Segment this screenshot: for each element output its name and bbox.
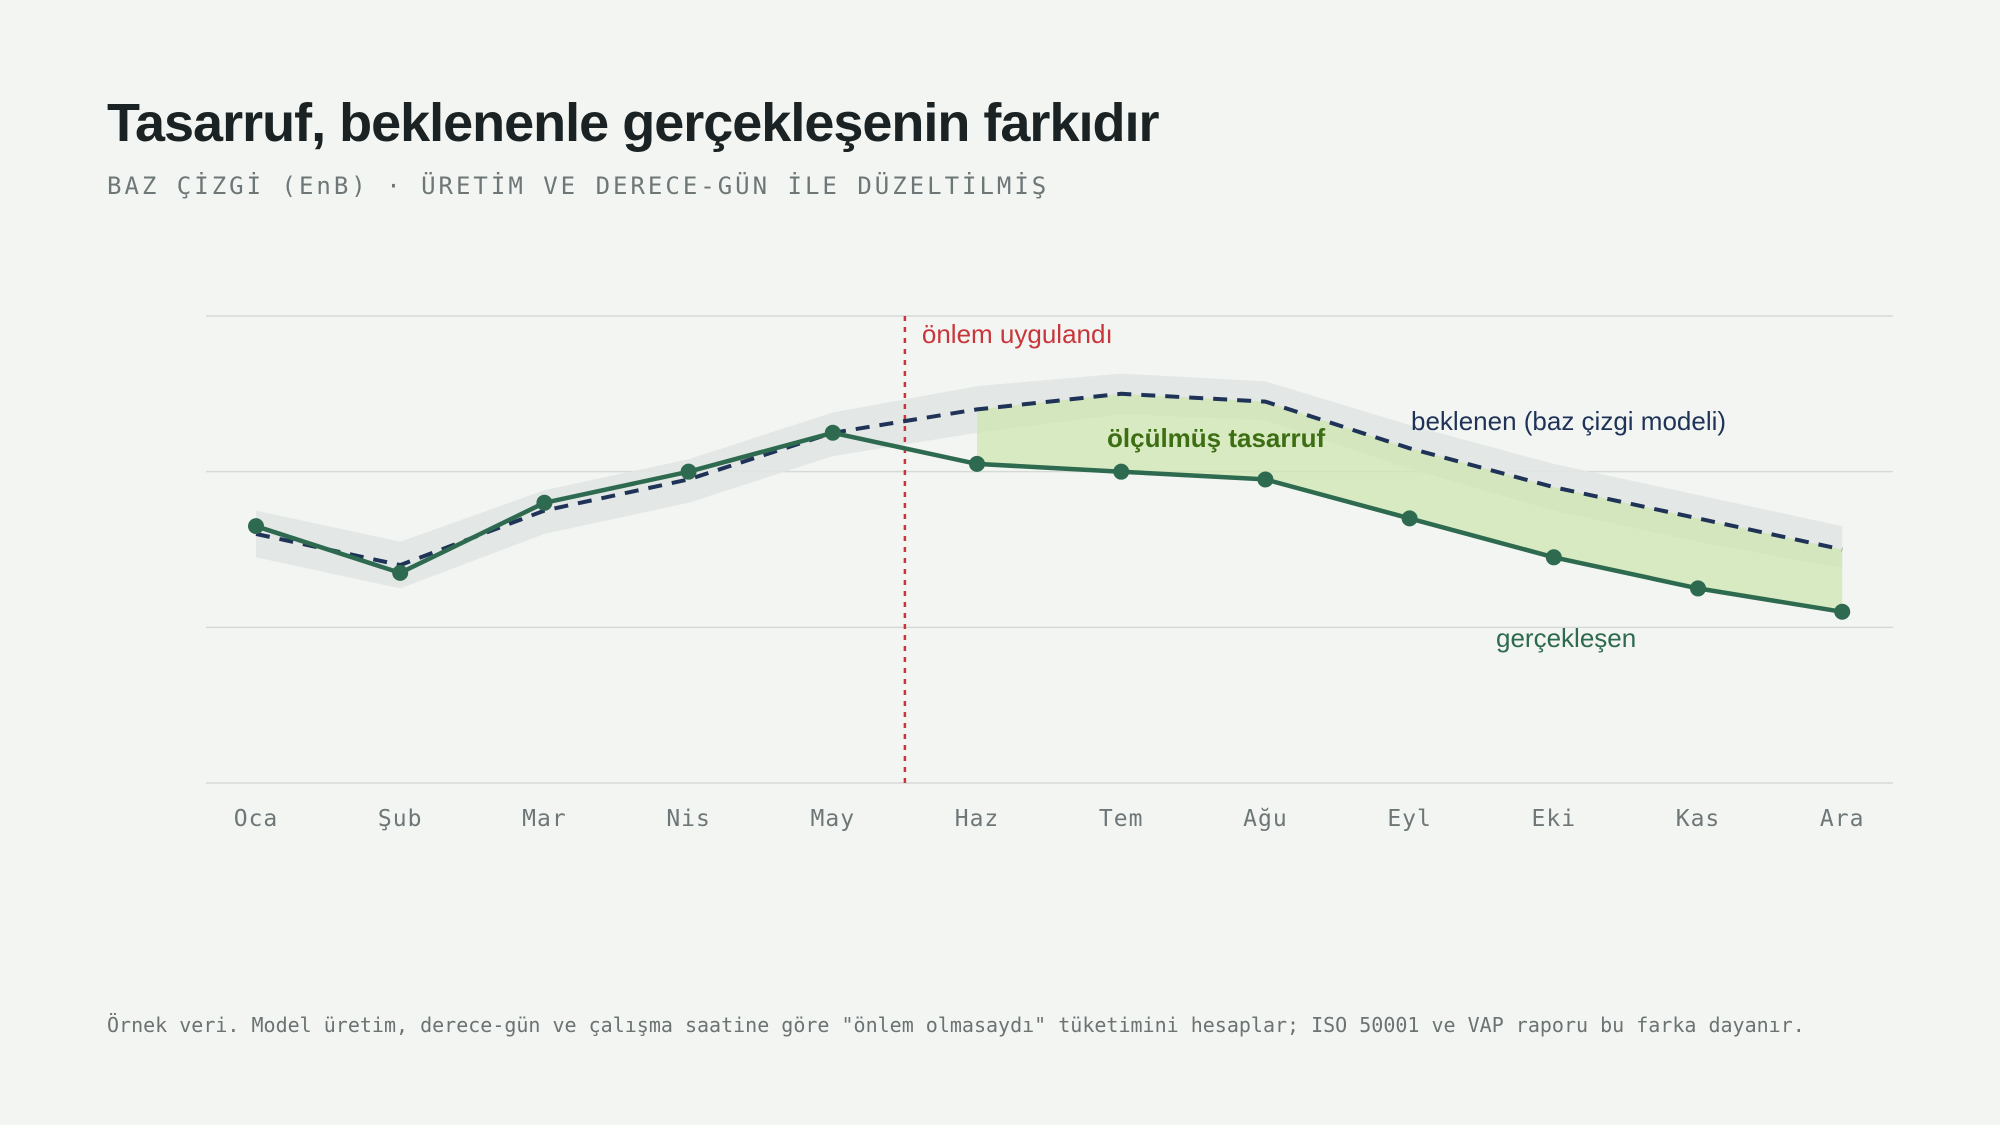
- data-point-actual: [536, 494, 553, 511]
- data-point-actual: [680, 463, 697, 480]
- series-line-actual: [255, 430, 1843, 615]
- data-point-actual: [1257, 471, 1274, 488]
- series-line-expected: [255, 391, 1843, 568]
- x-tick-label: Ara: [1820, 806, 1865, 832]
- data-point-actual: [1113, 463, 1130, 480]
- x-tick-label: Mar: [522, 806, 567, 832]
- x-tick-label: May: [811, 806, 856, 832]
- x-tick-label: Nis: [666, 806, 711, 832]
- data-point-actual: [824, 424, 841, 441]
- footnote: Örnek veri. Model üretim, derece-gün ve …: [107, 1013, 1805, 1037]
- intervention-label: önlem uygulandı: [922, 319, 1113, 349]
- data-point-actual: [1545, 549, 1562, 566]
- data-point-actual: [1690, 580, 1706, 597]
- x-tick-label: Eki: [1532, 806, 1577, 832]
- x-tick-label: Ağu: [1243, 806, 1288, 832]
- page-title: Tasarruf, beklenenle gerçekleşenin farkı…: [107, 93, 1159, 153]
- x-tick-label: Haz: [955, 806, 1000, 832]
- data-point-actual: [1401, 510, 1418, 527]
- series-label-expected: beklenen (baz çizgi modeli): [1411, 406, 1726, 436]
- data-point-actual: [248, 518, 264, 535]
- series-label-actual: gerçekleşen: [1496, 623, 1636, 653]
- x-tick-label: Oca: [234, 806, 279, 832]
- x-tick-label: Kas: [1676, 806, 1721, 832]
- data-point-actual: [392, 564, 409, 581]
- data-point-actual: [969, 455, 985, 472]
- data-point-actual: [1834, 603, 1851, 620]
- x-tick-label: Eyl: [1387, 806, 1432, 832]
- x-tick-label: Şub: [378, 806, 423, 832]
- page-subtitle: BAZ ÇİZGİ (EnB) · ÜRETİM VE DERECE-GÜN İ…: [107, 172, 1050, 200]
- x-tick-label: Tem: [1099, 806, 1144, 832]
- savings-label: ölçülmüş tasarruf: [1107, 423, 1326, 453]
- savings-area: [977, 393, 1843, 612]
